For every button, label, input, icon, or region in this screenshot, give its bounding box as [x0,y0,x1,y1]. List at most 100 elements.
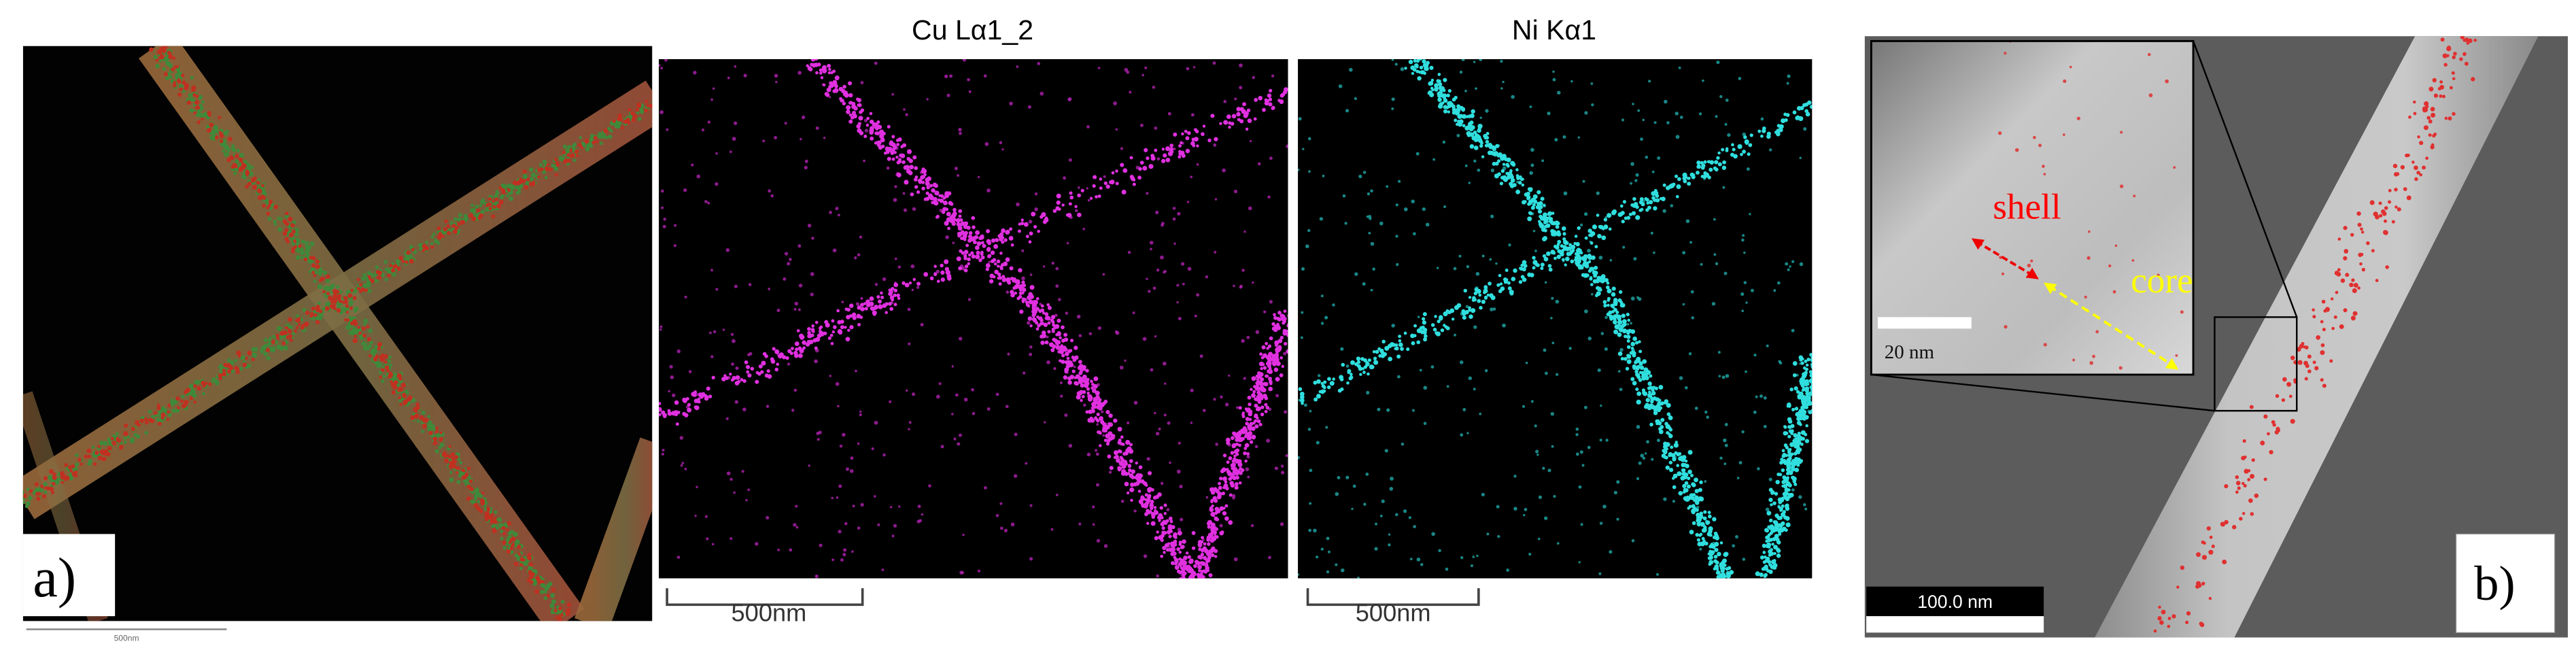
signal-dot [746,370,750,374]
signal-dot [80,462,83,466]
signal-dot [1005,405,1009,409]
signal-dot [1021,300,1025,303]
signal-dot [517,552,521,556]
signal-dot [1670,453,1676,458]
signal-dot [819,543,823,547]
signal-dot [1633,257,1637,261]
signal-dot [1634,369,1638,374]
signal-dot [617,113,622,118]
label-box [22,534,116,617]
signal-dot [1163,511,1167,515]
signal-dot [569,148,573,152]
signal-dot [175,73,180,78]
signal-dot [1255,380,1260,386]
signal-dot [1804,507,1808,511]
signal-dot [1677,471,1682,477]
signal-dot [1067,349,1071,354]
signal-dot [1526,194,1531,200]
signal-dot [895,156,899,159]
signal-dot [23,495,27,498]
signal-dot [1792,110,1797,115]
signal-dot [233,171,237,175]
signal-dot [1258,372,1264,377]
signal-dot [517,186,521,190]
signal-dot [1047,330,1051,334]
signal-dot [1298,456,1300,460]
signal-dot [1548,267,1553,272]
signal-dot [940,263,944,268]
signal-dot [1319,217,1324,221]
signal-dot [549,603,555,609]
signal-dot [175,396,180,401]
signal-dot [1210,498,1214,502]
signal-dot [1206,537,1211,542]
signal-dot [1298,117,1302,121]
signal-dot [1520,263,1524,267]
signal-dot [1186,201,1190,203]
signal-dot [943,201,948,205]
signal-dot [1162,361,1167,366]
signal-dot [252,348,256,352]
signal-dot [607,126,611,131]
signal-dot [985,263,991,268]
signal-dot [529,167,533,171]
signal-dot [1258,422,1263,426]
signal-dot [837,405,840,408]
signal-dot [1415,152,1420,156]
signal-dot [1587,269,1592,273]
scale-bar [666,588,864,607]
signal-dot [1142,165,1148,171]
signal-dot [1545,223,1551,228]
signal-dot [1420,58,1422,60]
signal-dot [315,259,320,265]
signal-dot [1257,162,1261,166]
signal-dot [958,127,962,132]
signal-dot [1060,344,1064,348]
signal-dot [959,249,963,253]
signal-dot [1193,564,1197,568]
signal-dot [1218,481,1222,485]
signal-dot [652,105,653,107]
signal-dot [1687,469,1692,475]
signal-dot [1244,459,1248,463]
signal-dot [235,159,239,164]
signal-dot [273,220,277,224]
signal-dot [1609,316,1613,321]
signal-dot [1645,370,1651,375]
signal-dot [735,366,739,371]
signal-dot [1249,139,1252,143]
signal-dot [175,65,179,69]
signal-dot [1029,504,1033,507]
signal-dot [558,156,563,160]
signal-dot [1374,547,1378,551]
figure-content: a) 500nm Cu Lα1_2 500nm Ni Kα1 500nm she… [22,14,2568,643]
signal-dot [1139,160,1144,165]
signal-dot [300,247,304,252]
signal-dot [373,357,378,362]
signal-dot [1757,129,1762,133]
signal-dot [962,58,967,62]
signal-dot [1372,350,1376,354]
signal-dot [1500,169,1505,173]
signal-dot [1422,312,1427,317]
signal-dot [560,600,565,604]
signal-dot [1542,254,1547,258]
signal-dot [1082,390,1086,394]
signal-dot [824,320,829,324]
signal-dot [1544,281,1547,284]
signal-dot [1090,386,1094,390]
signal-dot [305,244,309,249]
signal-dot [1552,78,1556,82]
signal-dot [1096,419,1100,423]
signal-dot [396,267,401,271]
signal-dot [553,167,559,171]
signal-dot [1254,445,1258,449]
signal-dot [389,264,393,267]
signal-dot [1264,98,1268,102]
signal-dot [263,338,268,342]
signal-dot [1620,356,1624,361]
signal-dot [1695,532,1700,537]
signal-dot [156,403,160,407]
signal-dot [1017,229,1021,233]
signal-dot [1703,510,1707,514]
